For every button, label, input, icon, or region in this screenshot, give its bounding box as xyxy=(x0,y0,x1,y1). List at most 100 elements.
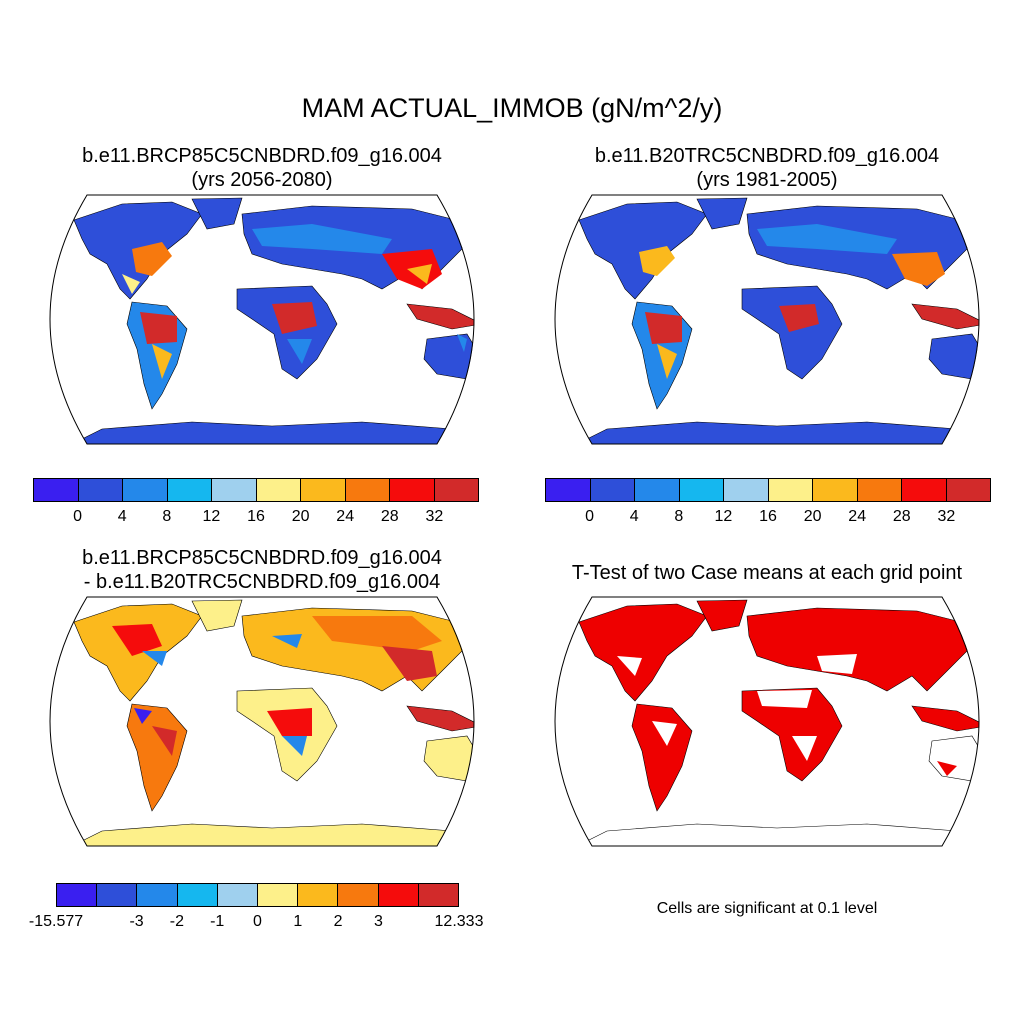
land-greenland xyxy=(696,197,748,230)
colorbar-historical xyxy=(545,478,991,502)
land-maritime-asia xyxy=(911,705,980,732)
tick-label: 12 xyxy=(202,508,221,525)
tick-label: 0 xyxy=(585,508,595,525)
tick-label: 8 xyxy=(162,508,172,525)
tick-label: 3 xyxy=(373,913,383,930)
tick-label: -2 xyxy=(169,913,185,930)
map-ttest-significance xyxy=(554,596,980,847)
colorbar-swatch xyxy=(946,479,990,501)
land-north-america xyxy=(578,201,708,300)
tick-label: 0 xyxy=(73,508,83,525)
tick-label: 32 xyxy=(937,508,956,525)
colorbar-swatch xyxy=(258,884,299,906)
colorbar-swatch xyxy=(177,884,218,906)
colorbar-swatch xyxy=(167,479,212,501)
figure-title: MAM ACTUAL_IMMOB (gN/m^2/y) xyxy=(301,93,723,123)
land-amazon xyxy=(140,312,177,344)
land-south-america xyxy=(126,703,188,812)
tick-label: 1 xyxy=(293,913,303,930)
land-greenland xyxy=(191,599,243,632)
panel-title-top-right: b.e11.B20TRC5CNBDRD.f09_g16.004 (yrs 198… xyxy=(517,144,1017,192)
colorbar-swatch xyxy=(390,479,435,501)
colorbar-swatch xyxy=(378,884,419,906)
colorbar-swatch xyxy=(301,479,346,501)
colorbar-swatch xyxy=(34,479,79,501)
tick-label: 20 xyxy=(803,508,822,525)
tick-label: -15.577 xyxy=(28,913,84,930)
land-greenland xyxy=(696,599,748,632)
colorbar-swatch xyxy=(78,479,123,501)
tick-label: 16 xyxy=(247,508,265,525)
tick-label: 4 xyxy=(117,508,127,525)
land-greenland xyxy=(191,197,243,230)
colorbar-swatch xyxy=(590,479,635,501)
colorbar-swatch xyxy=(635,479,680,501)
panel-title-top-left: b.e11.BRCP85C5CNBDRD.f09_g16.004 (yrs 20… xyxy=(12,144,512,192)
colorbar-swatch xyxy=(256,479,301,501)
colorbar-swatch xyxy=(768,479,813,501)
colorbar-swatch xyxy=(123,479,168,501)
panel-top-left-years: (yrs 2056-2080) xyxy=(191,169,333,191)
land-antarctica xyxy=(71,823,453,846)
panel-title-bottom-left: b.e11.BRCP85C5CNBDRD.f09_g16.004 - b.e11… xyxy=(12,546,512,594)
tick-label: 24 xyxy=(848,508,867,525)
colorbar-swatch xyxy=(857,479,902,501)
colorbar-swatch xyxy=(97,884,138,906)
land-north-america-east xyxy=(132,242,172,276)
panel-top-right-years: (yrs 1981-2005) xyxy=(696,169,838,191)
land-africa xyxy=(741,687,843,782)
ttest-title: T-Test of two Case means at each grid po… xyxy=(571,562,963,584)
land-north-america xyxy=(578,603,708,702)
map-historical-period xyxy=(554,194,980,445)
land-antarctica xyxy=(576,421,958,444)
colorbar-swatch xyxy=(137,884,178,906)
land-central-africa xyxy=(272,302,317,334)
panel-top-left-case: b.e11.BRCP85C5CNBDRD.f09_g16.004 xyxy=(82,145,442,167)
tick-label: 12 xyxy=(714,508,733,525)
panel-top-right-case: b.e11.B20TRC5CNBDRD.f09_g16.004 xyxy=(594,145,940,167)
colorbar-swatch xyxy=(217,884,259,906)
map-frame xyxy=(554,194,980,445)
land-eurasia xyxy=(746,607,978,692)
panel-bottom-left-case-a: b.e11.BRCP85C5CNBDRD.f09_g16.004 xyxy=(82,547,442,569)
land-maritime-asia xyxy=(406,303,475,330)
tick-label: 28 xyxy=(380,508,399,525)
tick-label: 4 xyxy=(629,508,639,525)
land-amazon xyxy=(645,312,682,344)
colorbar-swatch xyxy=(212,479,257,501)
colorbar-swatch xyxy=(546,479,591,501)
colorbar-future-ticks: 0 4 8 12 16 20 24 28 32 xyxy=(33,508,479,532)
tick-label: 2 xyxy=(333,913,343,930)
colorbar-swatch xyxy=(345,479,390,501)
map-frame xyxy=(49,596,475,847)
land-east-asia xyxy=(892,252,945,286)
colorbar-swatch xyxy=(418,884,459,906)
tick-label: 24 xyxy=(336,508,355,525)
significance-note: Cells are significant at 0.1 level xyxy=(656,900,878,917)
land-antarctica xyxy=(576,823,958,846)
colorbar-swatch xyxy=(679,479,724,501)
tick-label: -3 xyxy=(129,913,144,930)
map-frame xyxy=(554,596,980,847)
tick-label: 20 xyxy=(291,508,310,525)
colorbar-future xyxy=(33,478,479,502)
map-difference xyxy=(49,596,475,847)
tick-label: 8 xyxy=(674,508,684,525)
map-frame xyxy=(49,194,475,445)
land-antarctica xyxy=(71,421,453,444)
land-south-america xyxy=(631,703,693,812)
colorbar-difference-ticks: -15.577 -3 -2 -1 0 1 2 3 12.333 xyxy=(29,913,484,937)
panel-bottom-left-case-b: - b.e11.B20TRC5CNBDRD.f09_g16.004 xyxy=(83,571,441,593)
land-maritime-asia xyxy=(406,705,475,732)
land-central-africa xyxy=(779,304,819,332)
colorbar-swatch xyxy=(813,479,858,501)
colorbar-swatch xyxy=(724,479,769,501)
colorbar-historical-ticks: 0 4 8 12 16 20 24 28 32 xyxy=(545,508,991,532)
tick-label: 0 xyxy=(253,913,262,930)
tick-label: 32 xyxy=(425,508,444,525)
land-north-america-east xyxy=(639,246,675,276)
colorbar-swatch xyxy=(434,479,478,501)
colorbar-swatch xyxy=(338,884,379,906)
tick-label: 28 xyxy=(892,508,911,525)
colorbar-difference xyxy=(56,883,459,907)
